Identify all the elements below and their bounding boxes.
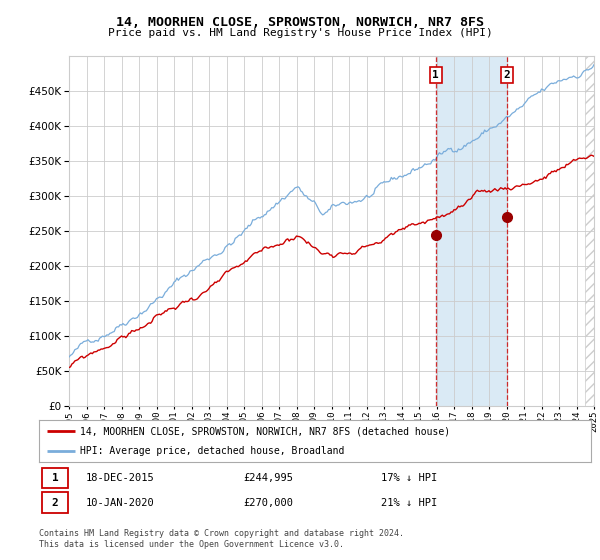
Text: £244,995: £244,995 bbox=[243, 473, 293, 483]
Text: HPI: Average price, detached house, Broadland: HPI: Average price, detached house, Broa… bbox=[80, 446, 345, 456]
Text: 18-DEC-2015: 18-DEC-2015 bbox=[86, 473, 155, 483]
Text: 1: 1 bbox=[52, 473, 58, 483]
Text: 1: 1 bbox=[433, 70, 439, 80]
Text: 21% ↓ HPI: 21% ↓ HPI bbox=[381, 498, 437, 507]
FancyBboxPatch shape bbox=[42, 468, 68, 488]
Text: 2: 2 bbox=[52, 498, 58, 507]
Text: 2: 2 bbox=[503, 70, 511, 80]
Bar bbox=[436, 56, 507, 406]
Text: 14, MOORHEN CLOSE, SPROWSTON, NORWICH, NR7 8FS (detached house): 14, MOORHEN CLOSE, SPROWSTON, NORWICH, N… bbox=[80, 426, 451, 436]
Text: Price paid vs. HM Land Registry's House Price Index (HPI): Price paid vs. HM Land Registry's House … bbox=[107, 28, 493, 38]
Text: 17% ↓ HPI: 17% ↓ HPI bbox=[381, 473, 437, 483]
Text: Contains HM Land Registry data © Crown copyright and database right 2024.
This d: Contains HM Land Registry data © Crown c… bbox=[39, 529, 404, 549]
Text: 10-JAN-2020: 10-JAN-2020 bbox=[86, 498, 155, 507]
FancyBboxPatch shape bbox=[42, 492, 68, 513]
Text: 14, MOORHEN CLOSE, SPROWSTON, NORWICH, NR7 8FS: 14, MOORHEN CLOSE, SPROWSTON, NORWICH, N… bbox=[116, 16, 484, 29]
Text: £270,000: £270,000 bbox=[243, 498, 293, 507]
